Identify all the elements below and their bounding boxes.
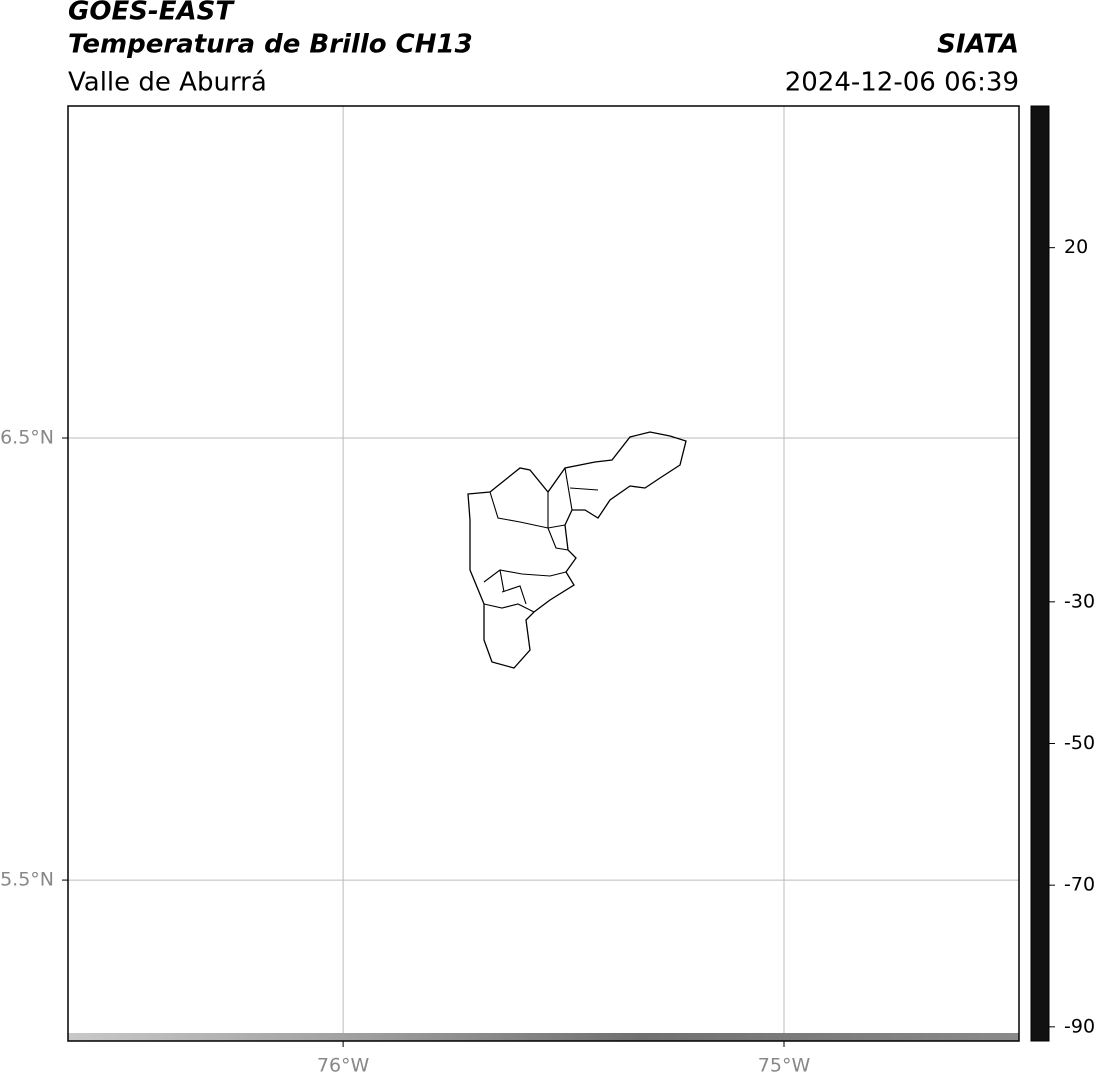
colorbar-tick-label: -70 <box>1064 874 1094 896</box>
colorbar <box>1030 105 1050 1042</box>
colorbar-tick-label: 20 <box>1064 236 1088 258</box>
subtitle: Temperatura de Brillo CH13 <box>68 30 473 60</box>
grid <box>68 106 1019 1041</box>
map-frame <box>67 105 1020 1042</box>
municipal-borders <box>483 467 599 613</box>
y-tick-label: 6.5°N <box>0 427 54 449</box>
agency: SIATA <box>937 30 1019 60</box>
y-tick-label: 5.5°N <box>0 869 54 891</box>
colorbar-tick-label: -50 <box>1064 732 1094 754</box>
title: GOES-EAST <box>68 0 235 27</box>
data-strip <box>68 1033 1019 1041</box>
timestamp: 2024-12-06 06:39 <box>785 68 1019 98</box>
region: Valle de Aburrá <box>68 68 267 98</box>
x-tick-label: 76°W <box>317 1055 370 1077</box>
colorbar-tick-label: -30 <box>1064 590 1094 612</box>
x-tick-label: 75°W <box>758 1055 811 1077</box>
colorbar-tick-label: -90 <box>1064 1015 1094 1037</box>
region-outline <box>467 431 687 669</box>
